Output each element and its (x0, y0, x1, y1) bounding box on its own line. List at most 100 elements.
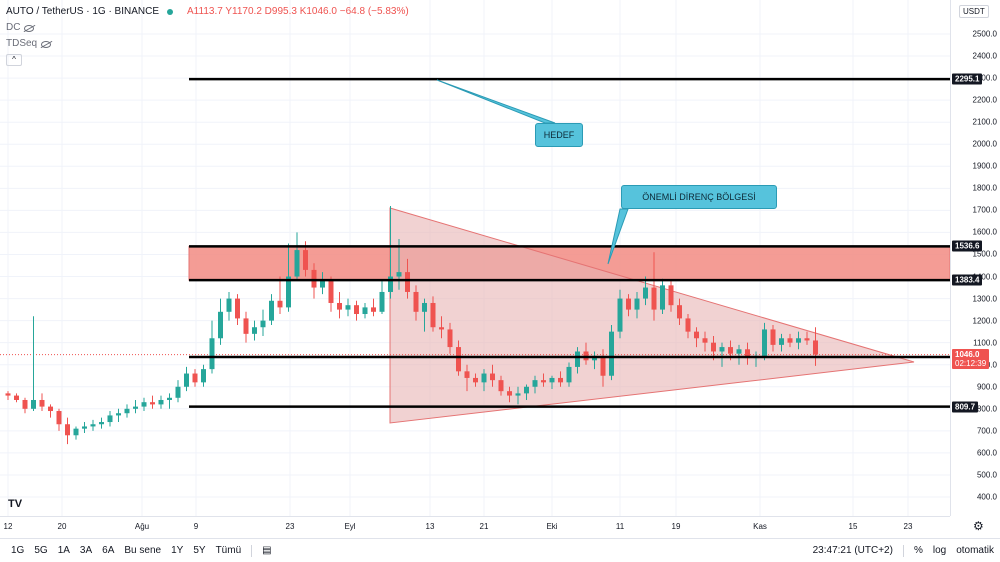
drawings[interactable] (0, 207, 950, 424)
range-buttons: 1G 5G 1A 3A 6A Bu sene 1Y 5Y Tümü (6, 545, 246, 556)
time-tick-label: 9 (193, 522, 199, 531)
candle-body (770, 329, 776, 345)
candle-body (430, 302, 436, 328)
callout-resistance-zone[interactable]: ÖNEMLİ DİRENÇ BÖLGESİ (621, 185, 777, 209)
candle-body (107, 415, 113, 423)
level-price-label: 2295.1 (952, 73, 983, 85)
time-tick-label: Eyl (344, 522, 356, 531)
chart-legend: AUTO / TetherUS · 1G · BINANCE A1113.7 Y… (6, 4, 409, 66)
range-button-3a[interactable]: 3A (79, 545, 93, 556)
candle-body (762, 329, 767, 356)
candle-body (269, 300, 274, 321)
toolbar-divider (902, 544, 904, 557)
toolbar-divider (251, 544, 253, 557)
indicator-row-tdseq[interactable]: TDSeq (6, 36, 409, 52)
candle-body (456, 347, 461, 372)
range-button-1a[interactable]: 1A (57, 545, 70, 556)
candle-body (345, 305, 351, 310)
candle-body (311, 269, 317, 288)
time-axis[interactable]: 12 20 Ağu 9 23 Eyl 13 21 Eki 11 19 Kas 15 23 (0, 516, 950, 538)
candle-body (175, 386, 181, 398)
candle-body (575, 351, 580, 367)
price-chart[interactable] (0, 0, 950, 516)
callout-target[interactable]: HEDEF (535, 123, 583, 147)
currency-button[interactable]: USDT (959, 5, 989, 18)
candle-body (167, 397, 172, 400)
candle-body (405, 272, 410, 292)
candle-body (150, 402, 155, 405)
candle-body (711, 342, 716, 352)
price-tick-label: 1900.0 (972, 161, 997, 171)
candle-body (56, 411, 62, 425)
bottom-toolbar: 1G 5G 1A 3A 6A Bu sene 1Y 5Y Tümü ▤ 23:47:21 (UT… (0, 538, 1000, 562)
settings-gear-icon[interactable]: ⚙ (973, 519, 984, 533)
candle-body (192, 373, 198, 383)
candle-body (490, 373, 495, 381)
range-button-1y[interactable]: 1Y (171, 545, 184, 556)
candle-body (396, 272, 402, 277)
candle-body (14, 395, 19, 400)
time-tick-label: 11 (615, 522, 625, 531)
percent-toggle[interactable]: % (913, 545, 923, 556)
range-button-bu-sene[interactable]: Bu sene (124, 545, 162, 556)
candle-body (141, 402, 147, 407)
market-status-dot-icon (167, 9, 174, 15)
candle-body (566, 366, 572, 383)
price-tick-label: 1700.0 (972, 205, 997, 215)
range-button-5g[interactable]: 5G (34, 545, 48, 556)
candle-body (634, 298, 640, 310)
candle-body (116, 413, 121, 416)
chart-area[interactable]: AUTO / TetherUS · 1G · BINANCE A1113.7 Y… (0, 0, 950, 516)
candle-body (252, 327, 257, 334)
symbol-row: AUTO / TetherUS · 1G · BINANCE A1113.7 Y… (6, 4, 409, 20)
candle-body (320, 280, 325, 288)
auto-scale-toggle[interactable]: otomatik (956, 545, 994, 556)
price-tick-label: 1400.0 (972, 272, 997, 282)
collapse-legend-button[interactable]: ^ (6, 54, 22, 66)
candle-body (90, 424, 96, 427)
candle-body (473, 377, 478, 383)
candle-body (787, 338, 793, 343)
range-button-tümü[interactable]: Tümü (215, 545, 242, 556)
candle-body (226, 298, 232, 312)
candle-body (260, 320, 266, 328)
candle-body (515, 393, 521, 396)
candle-body (498, 380, 504, 392)
toolbar-right: 23:47:21 (UTC+2) % log otomatik (808, 544, 1000, 557)
callout-target-pointer (436, 79, 556, 124)
time-tick-label: 20 (57, 522, 67, 531)
candle-body (804, 338, 810, 341)
price-axis[interactable]: USDT 2500.0 2400.0 2300.0 2200.0 2100.0 2000.… (950, 0, 1000, 516)
candle-body (379, 291, 385, 312)
candle-body (651, 287, 657, 310)
tradingview-logo[interactable]: TV (8, 498, 23, 510)
candle-body (303, 250, 308, 270)
indicator-row-dc[interactable]: DC (6, 20, 409, 36)
time-tick-label: 19 (671, 522, 681, 531)
log-toggle[interactable]: log (932, 545, 947, 556)
calendar-icon[interactable]: ▤ (262, 545, 272, 556)
time-tick-label: 23 (285, 522, 295, 531)
hidden-eye-icon[interactable] (24, 24, 35, 32)
candle-body (158, 399, 164, 405)
range-button-5y[interactable]: 5Y (193, 545, 206, 556)
range-button-1g[interactable]: 1G (11, 545, 25, 556)
candle-body (447, 329, 453, 348)
horizontal-levels[interactable] (189, 77, 950, 408)
hidden-eye-icon[interactable] (41, 40, 52, 48)
time-tick-label: 13 (425, 522, 435, 531)
price-tick-label: 2300.0 (972, 73, 997, 83)
candle-body (694, 331, 699, 339)
price-tick-label: 700.0 (976, 426, 997, 436)
price-tick-label: 1500.0 (972, 249, 997, 259)
candle-body (796, 338, 801, 343)
candle-body (609, 331, 614, 376)
candle-body (439, 327, 444, 330)
range-button-6a[interactable]: 6A (102, 545, 115, 556)
candle-body (218, 311, 223, 339)
candle-body (82, 426, 87, 429)
price-tick-label: 600.0 (976, 448, 997, 458)
clock-display[interactable]: 23:47:21 (UTC+2) (812, 545, 893, 556)
symbol-label[interactable]: AUTO / TetherUS · 1G · BINANCE (6, 6, 160, 17)
candle-body (507, 391, 512, 396)
